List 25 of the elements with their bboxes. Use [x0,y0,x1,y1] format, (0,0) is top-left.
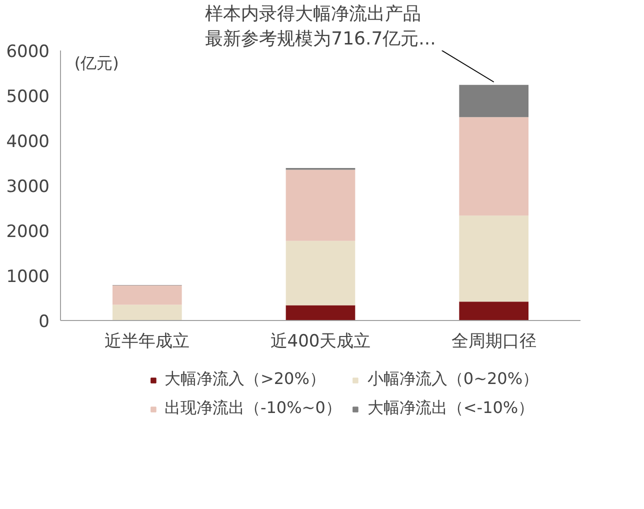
bar [459,84,528,118]
bar [286,170,356,241]
bar [459,302,528,320]
x-tick-label: 全周期口径 [451,332,536,352]
x-tick-label: 近400天成立 [270,332,371,352]
y-tick-label: 0 [38,312,50,332]
y-tick-label: 2000 [6,222,50,242]
y-tick-label: 1000 [6,267,50,287]
bar [459,117,528,216]
bar [286,305,356,320]
bar [112,285,182,305]
y-tick-label: 5000 [6,87,50,107]
y-tick-label: 6000 [6,42,50,62]
annotation: 样本内录得大幅净流出产品最新参考规模为716.7亿元... [205,3,436,50]
legend-label: 出现净流出（-10%~0） [164,398,342,419]
legend-label: 大幅净流出（<-10%） [367,398,534,419]
bar [459,216,528,302]
x-tick-label: 近半年成立 [104,332,190,352]
y-tick-label: 3000 [6,177,50,197]
legend-label: 大幅净流入（>20%） [164,369,326,390]
y-axis-title: (亿元) [74,54,119,72]
bar [286,240,356,306]
bar [112,304,182,320]
legend-label: 小幅净流入（0~20%） [367,369,539,390]
y-tick-label: 4000 [6,132,50,152]
